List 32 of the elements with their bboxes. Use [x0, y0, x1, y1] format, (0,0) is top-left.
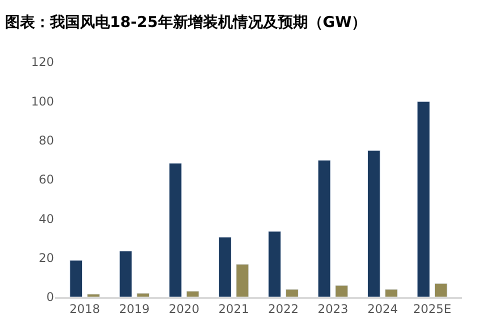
y-tick-label: 60 — [38, 172, 54, 187]
bar — [186, 290, 200, 297]
x-tick-label: 2023 — [318, 302, 348, 316]
x-tick-label: 2024 — [367, 302, 398, 316]
x-tick-label: 2025E — [413, 302, 452, 316]
y-tick-label: 40 — [38, 212, 54, 226]
bar — [268, 231, 282, 297]
bar — [335, 285, 348, 297]
x-tick-label: 2019 — [119, 302, 150, 316]
bar — [318, 160, 331, 297]
x-tick-label: 2018 — [70, 302, 100, 316]
x-tick-label: 2021 — [218, 302, 249, 316]
bar — [70, 260, 83, 297]
bar — [286, 289, 298, 297]
bar — [87, 294, 100, 297]
bar — [218, 236, 232, 297]
bar — [417, 101, 430, 297]
bar — [168, 163, 182, 297]
bar — [136, 293, 150, 297]
x-tick-label: 2022 — [268, 302, 299, 316]
y-tick-label: 80 — [38, 134, 54, 148]
bar — [119, 250, 132, 297]
y-tick-label: 0 — [46, 290, 54, 304]
y-tick-label: 100 — [31, 94, 54, 108]
bar — [434, 283, 448, 297]
bar — [236, 264, 249, 297]
bar — [384, 289, 398, 297]
chart-title: 图表：我国风电18-25年新增装机情况及预期（GW） — [4, 12, 367, 31]
x-tick-label: 2020 — [168, 302, 200, 316]
bar — [367, 150, 380, 297]
y-tick-label: 120 — [31, 55, 54, 70]
y-tick-label: 20 — [38, 251, 54, 266]
